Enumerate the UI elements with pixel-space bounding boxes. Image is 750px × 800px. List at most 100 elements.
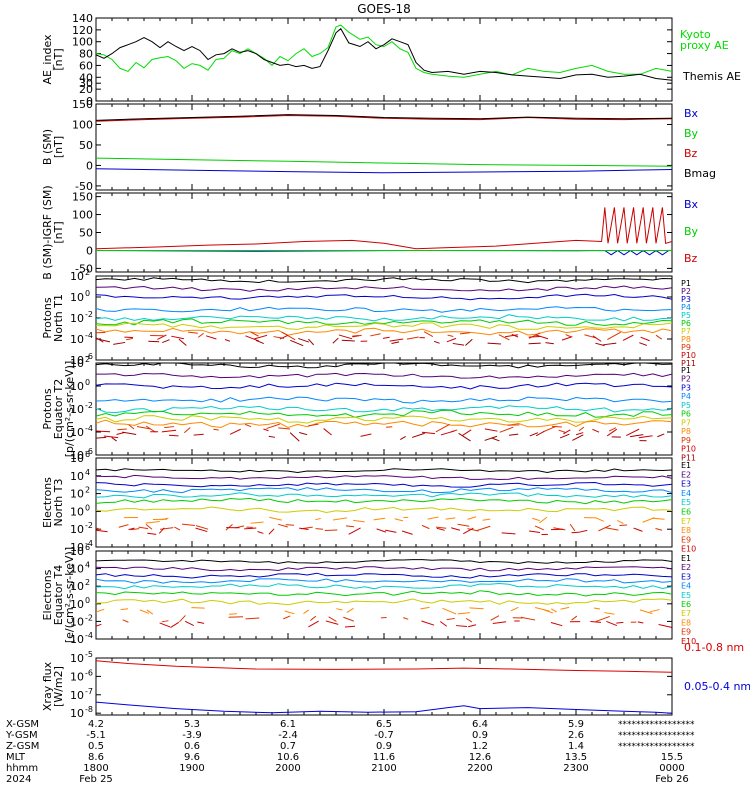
channel-segment-e8 (160, 517, 169, 521)
x-row-label: Z-GSM (6, 741, 39, 752)
legend-entry: Bx (684, 198, 699, 211)
x-tick-value: 2300 (563, 763, 588, 774)
channel-segment-p10 (205, 335, 217, 340)
x-tick-value: 11.6 (373, 752, 395, 763)
channel-segment-p9 (126, 337, 133, 341)
channel-segment-p11 (458, 432, 471, 442)
channel-segment-p9 (266, 423, 280, 430)
panels-group: 02030406080100120140AE_index[nT]Kyotopro… (41, 12, 750, 720)
channel-label: E9 (681, 628, 691, 637)
y-tick-label: 100 (72, 118, 93, 131)
y-tick-exponent: -2 (85, 401, 93, 410)
channel-segment-p11 (603, 342, 617, 346)
y-tick-exponent: -8 (85, 705, 93, 714)
channel-segment-e10 (439, 621, 448, 627)
channel-segment-p11 (148, 340, 160, 343)
channel-segment-e9 (571, 615, 578, 621)
channel-label: P8 (681, 427, 691, 436)
channel-segment-p10 (323, 428, 332, 436)
x-tick-value: 1900 (179, 763, 204, 774)
panel-frame (95, 192, 673, 273)
channel-segment-e9 (278, 523, 288, 528)
channel-line-p2 (96, 285, 672, 292)
channel-segment-e8 (427, 516, 439, 520)
y-axis-label: North T3 (52, 479, 65, 527)
channel-segment-e8 (593, 607, 601, 610)
y-tick-label: 10 (70, 598, 84, 611)
y-axis-label: [nT] (52, 48, 65, 70)
channel-segment-p9 (558, 429, 566, 433)
y-axis-label: B (SM)-IGRF (SM) (41, 185, 54, 279)
y-tick-label: 10 (70, 670, 84, 683)
channel-segment-p10 (484, 428, 498, 432)
channel-segment-p9 (308, 423, 319, 427)
channel-segment-e9 (228, 616, 244, 618)
channel-segment-p11 (290, 339, 304, 347)
channel-segment-e8 (469, 607, 484, 610)
y-tick-label: 10 (70, 505, 84, 518)
channel-segment-p9 (136, 426, 151, 430)
channel-segment-e9 (179, 615, 186, 623)
y-axis-label: [e/(cm²-s-sr-keV)] (63, 547, 76, 643)
channel-segment-p10 (168, 434, 179, 437)
channel-segment-p9 (188, 331, 198, 334)
channel-label: P5 (681, 311, 691, 320)
y-axis-label: Xray flux (41, 661, 54, 711)
channel-segment-p9 (197, 332, 204, 338)
x-tick-value: -0.7 (374, 730, 394, 741)
channel-segment-p11 (639, 342, 648, 346)
channel-segment-e9 (195, 525, 209, 530)
channel-label: P9 (681, 436, 691, 445)
channel-label: E4 (681, 489, 691, 498)
channel-segment-e8 (539, 516, 548, 524)
channel-segment-p9 (499, 426, 514, 433)
channel-segment-p11 (630, 434, 644, 438)
channel-segment-e10 (376, 528, 387, 533)
channel-segment-e8 (303, 609, 310, 614)
channel-segment-p11 (595, 342, 605, 347)
x-tick-value: 0.6 (184, 741, 200, 752)
y-tick-label: 10 (70, 270, 84, 283)
x-tick-value: Feb 26 (655, 774, 689, 785)
channel-segment-p9 (459, 332, 470, 335)
channel-segment-p11 (491, 437, 500, 442)
x-tick-value: -3.9 (182, 730, 202, 741)
y-tick-exponent: -7 (85, 687, 93, 696)
x-tick-value: -5.1 (86, 730, 106, 741)
y-tick-label: 10 (70, 615, 84, 628)
channel-segment-e10 (158, 527, 165, 534)
y-tick-exponent: 6 (85, 450, 90, 459)
channel-segment-e9 (436, 526, 447, 529)
channel-segment-e10 (344, 625, 356, 628)
channel-segment-e9 (598, 524, 611, 532)
legend-entry: Themis AE (682, 70, 741, 83)
channel-segment-e8 (617, 520, 624, 524)
y-tick-label: 40 (79, 71, 93, 84)
y-tick-exponent: 0 (85, 503, 90, 512)
y-tick-label: 60 (79, 59, 93, 72)
channel-segment-e9 (520, 616, 536, 621)
channel-line-p7 (96, 415, 672, 424)
channel-segment-e8 (651, 517, 665, 520)
panel-bsm: -50 0 50 100 150 B (SM)[nT] Bx By Bz Bmag (41, 98, 716, 193)
channel-segment-p9 (423, 331, 434, 338)
channel-segment-e10 (197, 621, 205, 624)
channel-segment-e10 (606, 620, 618, 627)
channel-label: P3 (681, 383, 691, 392)
channel-segment-p11 (465, 338, 473, 346)
channel-segment-e9 (476, 525, 491, 531)
channel-segment-e10 (492, 621, 507, 625)
channel-segment-e9 (122, 619, 129, 623)
channel-label: P8 (681, 335, 691, 344)
x-tick-value: -2.4 (278, 730, 298, 741)
channel-segment-e8 (420, 606, 430, 610)
x-tick-value: 4.2 (88, 719, 104, 730)
channel-segment-p11 (298, 337, 310, 343)
channel-line-e6 (96, 497, 672, 505)
channel-label: E1 (681, 554, 691, 563)
channel-segment-p10 (352, 335, 359, 337)
series-line-0-05-0-4-nm (96, 701, 672, 714)
channel-segment-p9 (498, 334, 510, 341)
